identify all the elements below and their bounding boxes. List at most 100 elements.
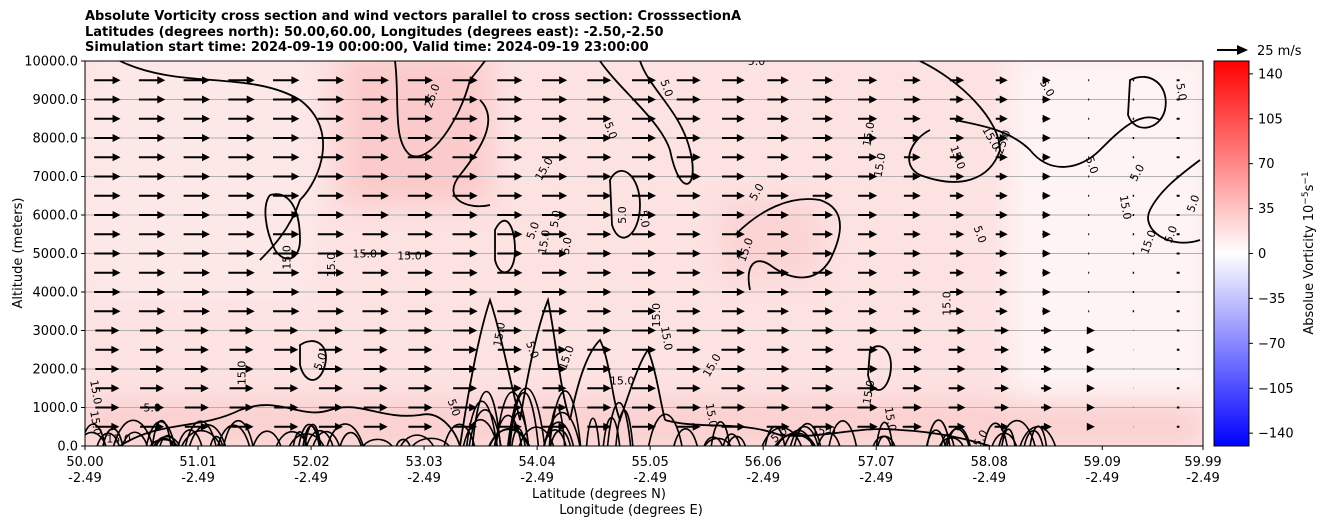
contour-label-text: 15.0 — [872, 152, 889, 178]
contour-label-text: 5.0 — [311, 351, 329, 372]
wind-vector — [452, 268, 478, 277]
wind-vector — [183, 134, 210, 142]
contour-label-text: 15.0 — [860, 379, 877, 405]
wind-vector — [812, 422, 834, 431]
surface-contour — [944, 428, 970, 446]
contour-label: 5.0 — [601, 120, 619, 141]
surface-contour — [488, 428, 530, 446]
wind-vector — [1042, 211, 1051, 219]
wind-vector — [812, 230, 834, 239]
wind-vector — [632, 422, 656, 431]
contour-label: 15.0 — [353, 248, 378, 261]
quiver-key-label: 25 m/s — [1257, 44, 1302, 59]
wind-vector — [497, 288, 523, 296]
wind-vector — [407, 211, 433, 219]
wind-vector — [587, 384, 612, 393]
x-axis-label-longitude: Longitude (degrees E) — [559, 503, 703, 518]
contour-label: 5.0 — [636, 209, 652, 228]
wind-vector — [452, 191, 478, 200]
wind-vector — [812, 76, 834, 85]
colorbar-ticks: 140 105 70 35 0 −35 −70 −105 −140 — [1249, 67, 1294, 442]
wind-vector — [453, 326, 478, 335]
wind-vector — [721, 403, 746, 412]
x-tick-label-lat: 51.01 — [179, 455, 216, 470]
wind-vector — [995, 95, 1008, 104]
surface-contour — [926, 419, 951, 446]
wind-vector — [273, 230, 300, 239]
wind-vector — [676, 345, 701, 354]
wind-vector — [1042, 134, 1051, 142]
wind-vector — [1042, 268, 1051, 277]
wind-vector — [902, 326, 922, 335]
wind-vector — [587, 403, 612, 412]
wind-vector — [722, 288, 745, 296]
contour-label: 15.0 — [941, 291, 954, 316]
wind-vector — [767, 114, 789, 123]
wind-vector — [362, 268, 389, 277]
wind-vector — [948, 345, 966, 354]
wind-vector — [273, 268, 300, 277]
wind-vector — [676, 134, 701, 142]
wind-vector — [858, 307, 878, 316]
wind-vector — [722, 114, 745, 123]
wind-vector — [452, 172, 478, 181]
wind-vector — [274, 422, 299, 431]
contour-5-center — [599, 61, 694, 185]
wind-vector — [949, 288, 965, 296]
wind-vector — [858, 230, 878, 239]
y-tick-label: 5000.0 — [33, 247, 79, 262]
wind-vector — [407, 268, 433, 277]
surface-contour — [776, 432, 816, 446]
surface-contour — [548, 390, 582, 446]
contour-label: 15.0 — [87, 379, 104, 405]
wind-vector — [183, 153, 210, 162]
wind-vector — [632, 326, 656, 335]
wind-vector — [948, 384, 966, 393]
wind-vector — [138, 288, 166, 296]
surface-contour — [222, 419, 254, 446]
wind-vector — [949, 172, 965, 181]
wind-vector — [632, 76, 656, 85]
wind-vector — [362, 211, 389, 219]
contour-label-text: 15.0 — [703, 402, 720, 428]
surface-contour — [112, 419, 154, 446]
wind-vector — [721, 384, 746, 393]
wind-vector — [452, 288, 478, 296]
wind-vector — [948, 422, 966, 431]
wind-vector — [317, 191, 345, 200]
wind-vector — [767, 95, 789, 104]
surface-contour — [326, 423, 364, 446]
wind-vector — [902, 384, 922, 393]
wind-vector — [273, 191, 300, 200]
wind-vector — [1086, 403, 1095, 412]
x-tick-label-lat: 56.06 — [745, 455, 782, 470]
x-tick-label-lon: -2.49 — [520, 471, 554, 486]
wind-vector — [497, 384, 522, 393]
y-tick-label: 4000.0 — [33, 286, 79, 301]
wind-vector — [767, 249, 789, 258]
wind-vector — [541, 153, 568, 162]
contour-label-text: 15.0 — [87, 379, 104, 405]
contour-label-text: 15.0 — [106, 432, 131, 445]
wind-vector — [812, 384, 834, 393]
wind-vector — [767, 153, 789, 162]
contour-label-text: 15.0 — [280, 245, 293, 270]
wind-vector — [183, 268, 210, 277]
contour-label-text: 15.0 — [941, 291, 954, 316]
wind-vector — [94, 114, 121, 123]
contour-5-upper-mid — [394, 61, 486, 158]
chart-title-line-1: Absolute Vorticity cross section and win… — [85, 9, 742, 24]
wind-vector — [676, 288, 701, 296]
wind-vector — [407, 230, 433, 239]
wind-vector — [676, 384, 701, 393]
wind-vector — [273, 172, 300, 181]
colorbar-tick-label: 140 — [1258, 67, 1283, 82]
wind-vector — [497, 345, 522, 354]
y-tick-label: 9000.0 — [33, 93, 79, 108]
contour-label: 5.0 — [311, 351, 329, 372]
wind-vector — [273, 249, 300, 258]
wind-vector — [273, 288, 300, 296]
x-tick-label-lat: 52.02 — [292, 455, 329, 470]
wind-vector — [722, 211, 745, 219]
contour-label-text: 15.0 — [610, 375, 635, 388]
